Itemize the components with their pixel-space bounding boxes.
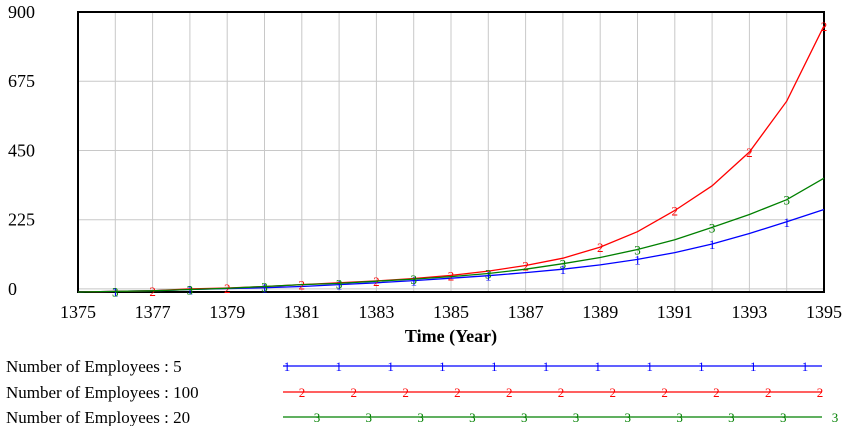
legend-marker: 3: [314, 410, 321, 425]
y-axis: 0 225 450 675 900: [8, 2, 35, 299]
series-marker: 3: [560, 257, 567, 272]
legend-marker: 3: [780, 410, 787, 425]
legend: Number of Employees : 5 1 1 1 1 1 1 1 1 1 1 1Number…: [6, 357, 838, 426]
y-tick-label: 675: [8, 71, 35, 91]
x-tick-label: 1379: [209, 302, 245, 322]
legend-label: Number of Employees : 5: [6, 357, 182, 376]
series-marker: 3: [187, 283, 194, 298]
legend-marker: 1: [646, 359, 653, 374]
legend-marker: 1: [439, 359, 446, 374]
series-line: [77, 177, 825, 293]
legend-marker: 2: [765, 385, 772, 400]
series-marker: 3: [783, 193, 790, 208]
legend-entry: Number of Employees : 100 2 2 2 2 2 2 2 2 2 2 2: [6, 383, 823, 402]
legend-marker: 3: [417, 410, 424, 425]
legend-entry: Number of Employees : 5 1 1 1 1 1 1 1 1 1 1 1: [6, 357, 822, 376]
x-tick-label: 1383: [358, 302, 394, 322]
series-marker: 1: [560, 262, 567, 277]
legend-entry: Number of Employees : 20 3 3 3 3 3 3 3 3 3 3 3: [6, 408, 838, 426]
legend-marker: 1: [284, 359, 291, 374]
legend-marker: 3: [676, 410, 683, 425]
legend-marker: 2: [454, 385, 461, 400]
legend-marker: 1: [698, 359, 705, 374]
series-marker: 2: [746, 145, 753, 160]
series-marker: 1: [485, 269, 492, 284]
series-3: 3 3 3 3 3 3 3 3 3 3: [77, 177, 825, 299]
series-marker: 1: [634, 252, 641, 267]
legend-marker: 3: [625, 410, 632, 425]
y-tick-label: 900: [8, 2, 35, 22]
y-tick-label: 450: [8, 140, 35, 160]
x-axis: 1375 1377 1379 1381 1383 1385 1387 1389 1391 1393…: [60, 302, 842, 322]
legend-marker: 2: [506, 385, 513, 400]
legend-marker: 2: [661, 385, 668, 400]
series-marker: 1: [336, 278, 343, 293]
legend-marker: 3: [728, 410, 735, 425]
legend-marker: 1: [387, 359, 394, 374]
legend-marker: 1: [750, 359, 757, 374]
legend-label: Number of Employees : 100: [6, 383, 199, 402]
series-marker: 3: [336, 276, 343, 291]
legend-marker: 3: [366, 410, 373, 425]
series-marker: 3: [709, 220, 716, 235]
legend-marker: 2: [610, 385, 617, 400]
legend-marker: 2: [713, 385, 720, 400]
legend-marker: 3: [573, 410, 580, 425]
legend-marker: 1: [336, 359, 343, 374]
legend-marker: 1: [491, 359, 498, 374]
series-marker: 2: [522, 259, 529, 274]
legend-marker: 2: [558, 385, 565, 400]
series-marker: 1: [261, 281, 268, 296]
series-marker: 3: [112, 284, 119, 299]
x-tick-label: 1389: [582, 302, 618, 322]
x-tick-label: 1393: [731, 302, 767, 322]
x-tick-label: 1391: [657, 302, 693, 322]
grid: [77, 11, 825, 292]
x-tick-label: 1375: [60, 302, 96, 322]
legend-marker: 3: [469, 410, 476, 425]
x-tick-label: 1385: [433, 302, 469, 322]
series-marker: 3: [634, 243, 641, 258]
legend-marker: 1: [595, 359, 602, 374]
y-tick-label: 0: [8, 279, 17, 299]
legend-marker: 1: [802, 359, 809, 374]
plot-frame: [77, 11, 825, 293]
legend-marker: 2: [299, 385, 306, 400]
x-tick-label: 1395: [806, 302, 842, 322]
legend-marker: 2: [351, 385, 358, 400]
series-marker: 2: [672, 203, 679, 218]
series-marker: 2: [821, 19, 828, 34]
series-marker: 3: [485, 267, 492, 282]
series-marker: 3: [261, 279, 268, 294]
legend-marker: 2: [402, 385, 409, 400]
series-marker: 2: [448, 268, 455, 283]
series-marker: 2: [597, 240, 604, 255]
series-marker: 3: [410, 272, 417, 287]
series-marker: 1: [410, 274, 417, 289]
x-axis-label: Time (Year): [405, 326, 497, 347]
legend-marker: 1: [543, 359, 550, 374]
legend-label: Number of Employees : 20: [6, 408, 190, 426]
legend-marker: 2: [817, 385, 824, 400]
series-marker: 1: [783, 215, 790, 230]
legend-marker: 3: [521, 410, 528, 425]
y-tick-label: 225: [8, 210, 35, 230]
x-tick-label: 1377: [135, 302, 171, 322]
x-tick-label: 1387: [508, 302, 544, 322]
series-marker: 1: [709, 237, 716, 252]
legend-marker: 3: [832, 410, 839, 425]
x-tick-label: 1381: [284, 302, 320, 322]
